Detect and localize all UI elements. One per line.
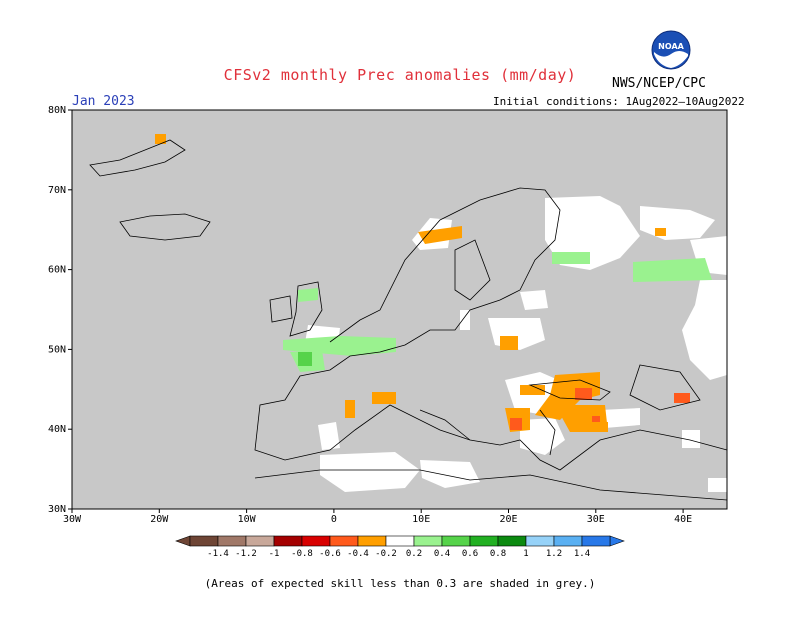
coastlines	[89, 139, 728, 501]
lon-label: 30E	[587, 514, 605, 525]
negative-anomaly-strong	[510, 388, 690, 430]
negative-anomaly-regions	[155, 134, 666, 432]
colorbar-swatch	[385, 535, 415, 547]
lat-label: 80N	[48, 105, 66, 116]
lon-label: 10E	[412, 514, 430, 525]
colorbar-swatch	[525, 535, 555, 547]
colorbar-swatch	[301, 535, 331, 547]
colorbar-label: -1	[269, 549, 280, 559]
colorbar-min-arrow	[175, 535, 191, 547]
map-title: CFSv2 monthly Prec anomalies (mm/day)	[223, 66, 577, 84]
positive-anomaly-strong	[298, 352, 312, 366]
colorbar-swatch	[273, 535, 303, 547]
lat-label: 50N	[48, 344, 66, 355]
lat-label: 60N	[48, 265, 66, 276]
colorbar-swatch	[581, 535, 611, 547]
colorbar-swatch	[329, 535, 359, 547]
colorbar-label: 1.2	[546, 549, 562, 559]
colorbar-swatch	[413, 535, 443, 547]
colorbar-label: -1.4	[207, 549, 229, 559]
latitude-ticks: 80N 70N 60N 50N 40N 30N	[48, 105, 72, 515]
lon-label: 40E	[674, 514, 692, 525]
colorbar-max-arrow	[609, 535, 625, 547]
colorbar-label: -0.2	[375, 549, 397, 559]
lon-label: 20E	[499, 514, 517, 525]
colorbar-swatch	[469, 535, 499, 547]
colorbar-label: 0.4	[434, 549, 450, 559]
lon-label: 0	[331, 514, 337, 525]
logo-text: NOAA	[658, 42, 684, 51]
colorbar-swatch	[497, 535, 527, 547]
colorbar-label: -0.8	[291, 549, 313, 559]
colorbar-swatch	[357, 535, 387, 547]
initial-conditions: Initial conditions: 1Aug2022–10Aug2022	[493, 95, 745, 108]
colorbar-swatch	[441, 535, 471, 547]
lat-label: 40N	[48, 424, 66, 435]
longitude-ticks: 30W 20W 10W 0 10E 20E 30E 40E	[63, 509, 692, 525]
colorbar-label: -1.2	[235, 549, 257, 559]
colorbar-swatch	[245, 535, 275, 547]
lon-label: 20W	[150, 514, 169, 525]
forecast-month: Jan 2023	[72, 94, 135, 109]
skillful-regions	[305, 196, 727, 492]
colorbar-label: 1.4	[574, 549, 590, 559]
colorbar-swatch	[553, 535, 583, 547]
noaa-logo-icon: NOAA	[651, 30, 691, 70]
colorbar: -1.4 -1.2 -1 -0.8 -0.6 -0.4 -0.2 0.2 0.4 0.6 0.8 1 1…	[175, 535, 625, 559]
skill-footnote: (Areas of expected skill less than 0.3 a…	[204, 577, 596, 590]
lat-label: 30N	[48, 504, 66, 515]
colorbar-label: -0.6	[319, 549, 341, 559]
map-area	[71, 109, 728, 510]
colorbar-label: 1	[523, 549, 528, 559]
colorbar-label: 0.8	[490, 549, 506, 559]
agency-label: NWS/NCEP/CPC	[612, 76, 706, 91]
lon-label: 30W	[63, 514, 82, 525]
colorbar-label: -0.4	[347, 549, 369, 559]
colorbar-label: 0.2	[406, 549, 422, 559]
lon-label: 10W	[238, 514, 257, 525]
lat-label: 70N	[48, 185, 66, 196]
colorbar-swatch	[189, 535, 219, 547]
colorbar-label: 0.6	[462, 549, 478, 559]
colorbar-swatch	[217, 535, 247, 547]
